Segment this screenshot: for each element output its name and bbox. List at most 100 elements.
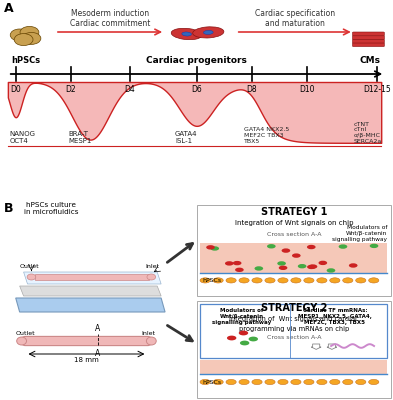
Text: Cardiac progenitors: Cardiac progenitors	[146, 56, 247, 65]
FancyBboxPatch shape	[353, 39, 384, 43]
Circle shape	[330, 379, 340, 385]
Circle shape	[369, 278, 379, 283]
Circle shape	[226, 379, 236, 385]
FancyBboxPatch shape	[200, 304, 387, 358]
Text: CMs: CMs	[360, 56, 381, 65]
Circle shape	[213, 379, 223, 385]
FancyArrow shape	[327, 344, 337, 350]
Ellipse shape	[20, 26, 39, 38]
Circle shape	[291, 278, 301, 283]
Bar	[200, 243, 387, 273]
Text: D8: D8	[246, 85, 257, 94]
Text: Modulators of
Wnt/β-catenin
signalling pathway: Modulators of Wnt/β-catenin signalling p…	[332, 225, 387, 242]
Text: A: A	[95, 349, 100, 358]
Text: A: A	[95, 324, 100, 333]
Text: D0: D0	[10, 85, 21, 94]
Text: D2: D2	[65, 85, 76, 94]
Circle shape	[291, 379, 301, 385]
Bar	[196, 301, 391, 398]
Circle shape	[225, 261, 233, 266]
Ellipse shape	[171, 28, 202, 40]
Circle shape	[213, 278, 223, 283]
Circle shape	[339, 244, 347, 249]
Circle shape	[318, 261, 327, 265]
Circle shape	[226, 278, 236, 283]
Polygon shape	[35, 274, 149, 280]
Text: and maturation: and maturation	[265, 19, 325, 28]
Circle shape	[227, 336, 237, 340]
Text: Cardiac TF mmRNAs:
MESP1, NKX2.5, GATA4,
MEF2C, TBX3, TBX5: Cardiac TF mmRNAs: MESP1, NKX2.5, GATA4,…	[298, 308, 372, 325]
Circle shape	[307, 265, 316, 269]
FancyArrow shape	[311, 344, 321, 350]
Circle shape	[233, 261, 241, 265]
Text: BRA-T
MESP1: BRA-T MESP1	[69, 131, 92, 144]
Ellipse shape	[27, 274, 36, 280]
Circle shape	[356, 379, 366, 385]
Circle shape	[200, 278, 210, 283]
Text: Cardiac commitment: Cardiac commitment	[70, 19, 150, 28]
Circle shape	[252, 379, 262, 385]
Text: Outlet: Outlet	[20, 264, 39, 269]
Circle shape	[343, 379, 353, 385]
Circle shape	[255, 266, 263, 271]
Circle shape	[304, 278, 314, 283]
Ellipse shape	[193, 27, 224, 38]
Circle shape	[356, 278, 366, 283]
FancyBboxPatch shape	[353, 32, 384, 36]
Text: hPSCs: hPSCs	[11, 56, 40, 65]
Circle shape	[279, 266, 287, 270]
Circle shape	[327, 268, 335, 273]
Circle shape	[265, 278, 275, 283]
Circle shape	[278, 278, 288, 283]
Circle shape	[330, 278, 340, 283]
Circle shape	[267, 244, 275, 248]
Text: B: B	[4, 202, 13, 215]
Text: programming via mRNAs on chip: programming via mRNAs on chip	[239, 326, 349, 332]
Circle shape	[277, 261, 286, 266]
Circle shape	[235, 268, 244, 272]
Circle shape	[369, 379, 379, 385]
Text: D10: D10	[299, 85, 314, 94]
Text: Mesoderm induction: Mesoderm induction	[71, 9, 149, 18]
Ellipse shape	[204, 30, 213, 34]
Circle shape	[278, 379, 288, 385]
Circle shape	[282, 248, 290, 253]
Text: Outlet: Outlet	[16, 331, 35, 336]
Circle shape	[239, 330, 248, 335]
Circle shape	[239, 278, 249, 283]
Circle shape	[317, 278, 327, 283]
Circle shape	[304, 379, 314, 385]
Bar	[200, 360, 387, 374]
Circle shape	[370, 244, 378, 248]
Ellipse shape	[17, 337, 27, 345]
Circle shape	[265, 379, 275, 385]
Circle shape	[239, 379, 249, 385]
Text: Integration of Wnt signals on chip: Integration of Wnt signals on chip	[235, 220, 353, 226]
Text: D4: D4	[124, 85, 135, 94]
Text: GATA4
ISL-1: GATA4 ISL-1	[175, 131, 197, 144]
Text: cTNT
cTnI
α/β-MHC
SERCA2a: cTNT cTnI α/β-MHC SERCA2a	[354, 122, 382, 144]
Ellipse shape	[147, 337, 156, 345]
Text: STRATEGY 2: STRATEGY 2	[261, 303, 327, 313]
Circle shape	[309, 264, 317, 269]
Text: Modulators of
Wnt/β-catenin
signalling pathway: Modulators of Wnt/β-catenin signalling p…	[212, 308, 271, 325]
FancyBboxPatch shape	[353, 36, 384, 39]
Bar	[196, 205, 391, 296]
Circle shape	[349, 263, 358, 268]
Ellipse shape	[14, 34, 33, 46]
Text: Cross section A-A: Cross section A-A	[266, 335, 321, 340]
Ellipse shape	[147, 274, 156, 280]
Text: Inlet: Inlet	[141, 331, 155, 336]
Ellipse shape	[10, 29, 29, 41]
Circle shape	[292, 253, 301, 258]
Circle shape	[249, 336, 258, 341]
FancyBboxPatch shape	[22, 336, 151, 346]
Ellipse shape	[22, 32, 41, 44]
Text: STRATEGY 1: STRATEGY 1	[261, 207, 327, 217]
Text: hPSCs: hPSCs	[202, 278, 222, 283]
Text: Inlet: Inlet	[145, 264, 160, 269]
Circle shape	[252, 278, 262, 283]
Circle shape	[200, 379, 210, 385]
Text: A: A	[4, 2, 13, 15]
Text: Cross section A-A: Cross section A-A	[266, 232, 321, 237]
